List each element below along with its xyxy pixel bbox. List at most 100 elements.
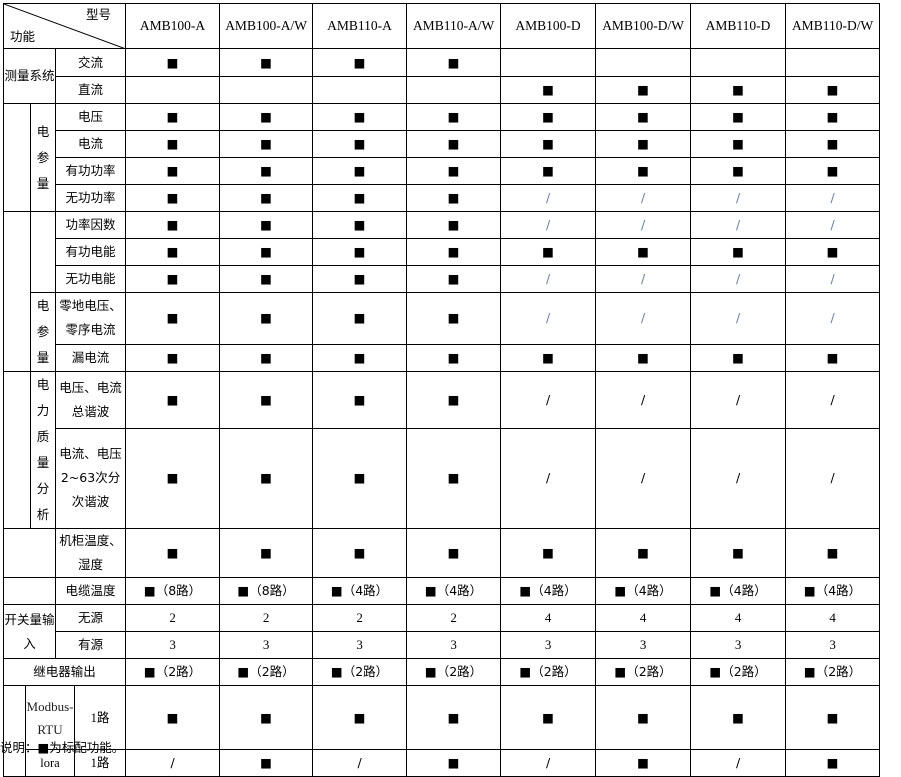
table-row: 电缆温度 ■（8路） ■（8路） ■（4路） ■（4路） ■（4路） ■（4路） ■（4路） ■… bbox=[3, 577, 881, 605]
not-supported-mark: / bbox=[595, 292, 692, 345]
row-label: 继电器输出 bbox=[2, 658, 127, 686]
blank-cell bbox=[3, 685, 26, 777]
table-row: 漏电流 ■ ■ ■ ■ ■ ■ ■ ■ bbox=[4, 343, 881, 373]
value-cell bbox=[312, 76, 408, 104]
value-cell: ■（8路） bbox=[125, 577, 221, 605]
feature-supported-mark: ■ bbox=[500, 76, 597, 104]
not-supported-mark: / bbox=[595, 184, 692, 212]
group-switch-input: 开关量输入 bbox=[3, 604, 56, 659]
feature-supported-mark: ■ bbox=[406, 130, 502, 158]
value-cell: ■（2路） bbox=[500, 658, 597, 686]
not-supported-mark: / bbox=[500, 749, 597, 777]
row-label: 有源 bbox=[54, 631, 127, 659]
feature-supported-mark: ■ bbox=[312, 103, 408, 131]
feature-supported-mark: ■ bbox=[690, 685, 787, 750]
model-header: AMB100-D bbox=[500, 3, 597, 49]
feature-supported-mark: ■ bbox=[219, 184, 314, 212]
feature-supported-mark: ■ bbox=[690, 528, 787, 578]
group-label: 电参量 bbox=[36, 123, 50, 191]
value-cell: 3 bbox=[219, 631, 314, 659]
group-label: 电参量 bbox=[36, 298, 50, 365]
feature-supported-mark: ■ bbox=[595, 685, 692, 750]
feature-supported-mark: ■ bbox=[125, 211, 221, 239]
feature-supported-mark: ■ bbox=[219, 749, 314, 777]
table-row: 功率因数 ■ ■ ■ ■ / / / / bbox=[3, 211, 881, 372]
row-label: 无功功率 bbox=[54, 184, 127, 212]
feature-supported-mark: ■ bbox=[595, 528, 692, 578]
not-supported-mark: / bbox=[690, 211, 787, 239]
row-label: 电压、电流总谐波 bbox=[54, 371, 127, 429]
model-header: AMB110-A bbox=[312, 3, 408, 49]
blank-cell bbox=[3, 103, 31, 212]
feature-supported-mark: ■ bbox=[125, 103, 221, 131]
value-cell: 2 bbox=[219, 604, 314, 632]
value-cell: ■（2路） bbox=[125, 658, 221, 686]
feature-supported-mark: ■ bbox=[595, 343, 692, 373]
row-label: 有功电能 bbox=[54, 238, 127, 266]
feature-supported-mark: ■ bbox=[312, 130, 408, 158]
feature-supported-mark: ■ bbox=[312, 685, 408, 750]
feature-supported-mark: ■ bbox=[312, 238, 408, 266]
feature-supported-mark: ■ bbox=[312, 427, 408, 530]
not-supported-mark: / bbox=[312, 749, 408, 777]
value-cell: 4 bbox=[690, 604, 787, 632]
feature-supported-mark: ■ bbox=[785, 343, 881, 373]
feature-supported-mark: ■ bbox=[219, 528, 314, 578]
feature-supported-mark: ■ bbox=[595, 76, 692, 104]
feature-supported-mark: ■ bbox=[219, 157, 314, 185]
row-label: 漏电流 bbox=[54, 343, 127, 373]
table-row: Modbus-RTU 1路 ■ ■ ■ ■ ■ ■ ■ ■ bbox=[3, 685, 881, 777]
not-supported-mark: / bbox=[690, 184, 787, 212]
not-supported-mark: / bbox=[500, 292, 597, 345]
value-cell: 3 bbox=[785, 631, 881, 659]
feature-supported-mark: ■ bbox=[219, 427, 314, 530]
feature-supported-mark: ■ bbox=[125, 130, 221, 158]
feature-supported-mark: ■ bbox=[312, 265, 408, 293]
feature-supported-mark: ■ bbox=[406, 103, 502, 131]
feature-supported-mark: ■ bbox=[500, 685, 597, 750]
model-header-label: 型号 bbox=[86, 7, 112, 22]
row-label: 交流 bbox=[54, 48, 127, 77]
feature-supported-mark: ■ bbox=[406, 211, 502, 239]
table-row: 开关量输入 无源 2 2 2 2 4 4 4 4 bbox=[3, 604, 881, 659]
value-cell: ■（4路） bbox=[406, 577, 502, 605]
feature-supported-mark: ■ bbox=[785, 749, 881, 777]
feature-supported-mark: ■ bbox=[219, 292, 314, 345]
not-supported-mark: / bbox=[125, 749, 221, 777]
model-header: AMB100-D/W bbox=[595, 3, 692, 49]
feature-supported-mark: ■ bbox=[312, 292, 408, 345]
row-label: 零地电压、零序电流 bbox=[54, 292, 127, 345]
blank-cell bbox=[3, 371, 31, 529]
feature-supported-mark: ■ bbox=[125, 184, 221, 212]
not-supported-mark: / bbox=[595, 371, 692, 429]
table-row: 测量系统 交流 ■ ■ ■ ■ bbox=[3, 48, 881, 104]
feature-supported-mark: ■ bbox=[785, 76, 881, 104]
feature-supported-mark: ■ bbox=[690, 130, 787, 158]
feature-supported-mark: ■ bbox=[312, 48, 408, 77]
row-label: 电缆温度 bbox=[54, 577, 127, 605]
model-header: AMB100-A/W bbox=[219, 3, 314, 49]
table-row: 电流 ■ ■ ■ ■ ■ ■ ■ ■ bbox=[4, 130, 881, 158]
not-supported-mark: / bbox=[690, 292, 787, 345]
row-label: 无源 bbox=[54, 604, 127, 632]
feature-supported-mark: ■ bbox=[219, 238, 314, 266]
feature-supported-mark: ■ bbox=[785, 685, 881, 750]
value-cell: ■（4路） bbox=[690, 577, 787, 605]
value-cell: 2 bbox=[125, 604, 221, 632]
feature-supported-mark: ■ bbox=[500, 103, 597, 131]
feature-supported-mark: ■ bbox=[406, 238, 502, 266]
feature-supported-mark: ■ bbox=[406, 292, 502, 345]
feature-supported-mark: ■ bbox=[595, 749, 692, 777]
row-label: 机柜温度、湿度 bbox=[54, 528, 127, 578]
feature-supported-mark: ■ bbox=[690, 238, 787, 266]
value-cell: 3 bbox=[595, 631, 692, 659]
value-cell: 4 bbox=[500, 604, 597, 632]
feature-supported-mark: ■ bbox=[312, 343, 408, 373]
value-cell: 3 bbox=[125, 631, 221, 659]
feature-supported-mark: ■ bbox=[406, 685, 502, 750]
value-cell: ■（2路） bbox=[219, 658, 314, 686]
group-elec-params: 电参量 bbox=[30, 292, 56, 372]
value-cell: 3 bbox=[312, 631, 408, 659]
group-modbus: Modbus-RTU bbox=[25, 685, 75, 750]
feature-supported-mark: ■ bbox=[125, 238, 221, 266]
